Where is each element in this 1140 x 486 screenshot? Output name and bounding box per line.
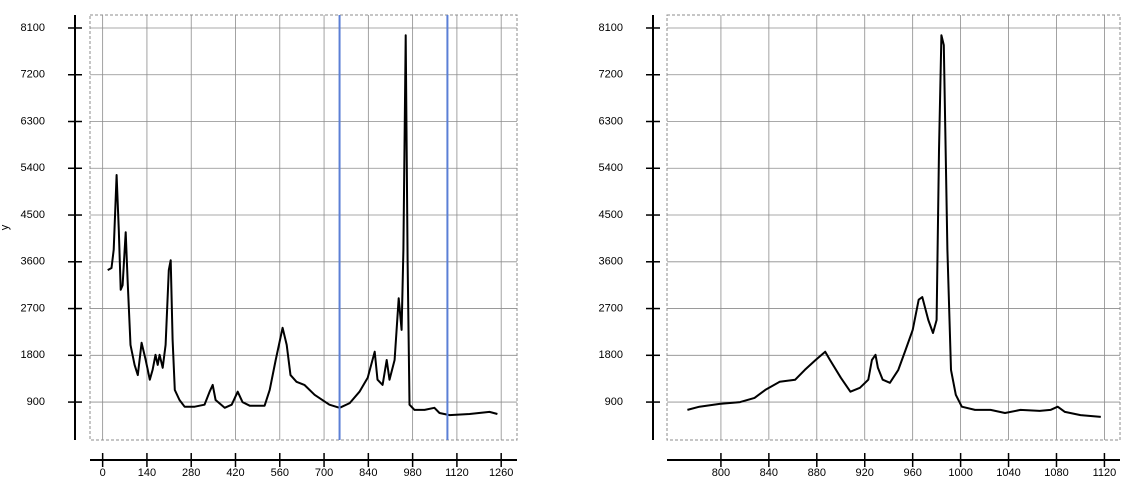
y-tick-label: 8100 xyxy=(599,22,623,34)
plot-area xyxy=(89,14,518,441)
y-tick-label: 7200 xyxy=(21,69,45,81)
x-tick-label: 1000 xyxy=(948,467,972,479)
y-tick-label: 900 xyxy=(27,396,45,408)
y-tick-label: 2700 xyxy=(21,302,45,314)
x-tick-label: 1120 xyxy=(445,467,469,479)
x-tick-label: 1040 xyxy=(996,467,1020,479)
y-tick-label: 6300 xyxy=(599,115,623,127)
y-axis-label: y xyxy=(0,224,11,230)
y-tick-label: 7200 xyxy=(599,69,623,81)
y-tick-label: 3600 xyxy=(599,256,623,268)
plot-area xyxy=(666,14,1121,441)
x-tick-label: 840 xyxy=(359,467,377,479)
x-tick-label: 960 xyxy=(903,467,921,479)
x-tick-label: 920 xyxy=(856,467,874,479)
x-tick-label: 980 xyxy=(403,467,421,479)
y-tick-label: 2700 xyxy=(599,302,623,314)
y-tick-label: 1800 xyxy=(599,349,623,361)
y-tick-label: 3600 xyxy=(21,256,45,268)
x-tick-label: 1260 xyxy=(489,467,513,479)
y-tick-label: 4500 xyxy=(599,209,623,221)
y-tick-label: 5400 xyxy=(599,162,623,174)
x-tick-label: 1080 xyxy=(1044,467,1068,479)
x-tick-label: 700 xyxy=(315,467,333,479)
x-tick-label: 840 xyxy=(760,467,778,479)
x-tick-label: 560 xyxy=(271,467,289,479)
y-tick-label: 4500 xyxy=(21,209,45,221)
x-tick-label: 140 xyxy=(138,467,156,479)
y-tick-label: 6300 xyxy=(21,115,45,127)
data-line xyxy=(687,34,1101,418)
y-tick-label: 900 xyxy=(605,396,623,408)
data-line xyxy=(107,34,498,417)
x-tick-label: 880 xyxy=(808,467,826,479)
x-tick-label: 0 xyxy=(100,467,106,479)
x-tick-label: 280 xyxy=(182,467,200,479)
y-tick-label: 8100 xyxy=(21,22,45,34)
x-tick-label: 1120 xyxy=(1093,467,1117,479)
x-tick-label: 800 xyxy=(712,467,730,479)
y-tick-label: 1800 xyxy=(21,349,45,361)
x-tick-label: 420 xyxy=(226,467,244,479)
y-tick-label: 5400 xyxy=(21,162,45,174)
